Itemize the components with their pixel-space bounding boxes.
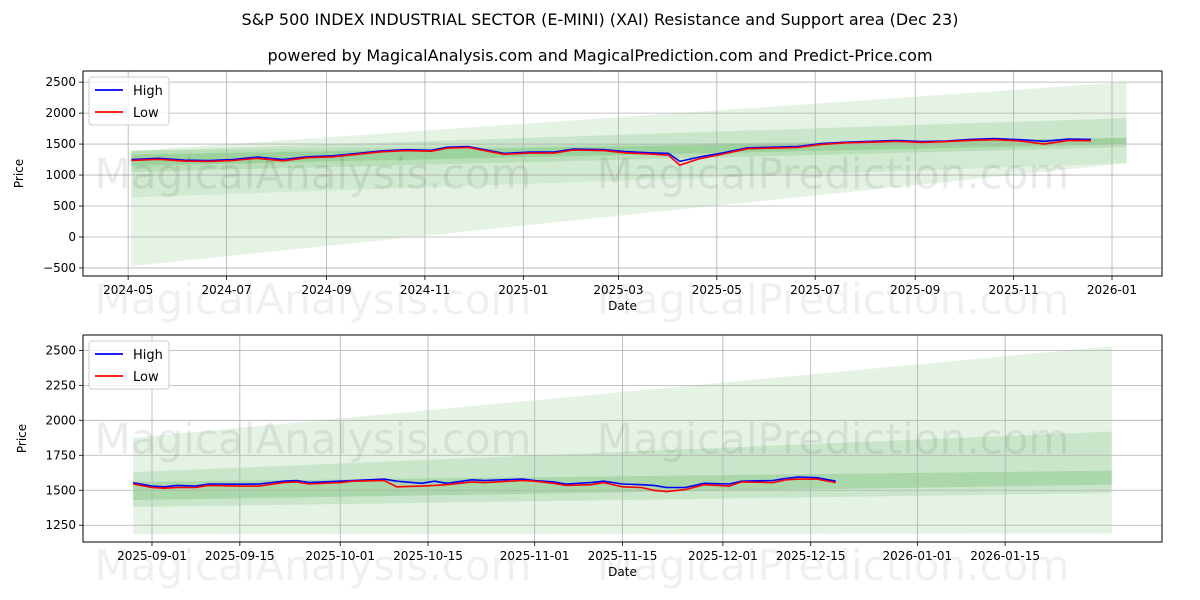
legend-label-high: High bbox=[133, 348, 163, 363]
series-line-high bbox=[133, 476, 836, 489]
legend-label-low: Low bbox=[133, 370, 159, 385]
bottom-watermark: MagicalAnalysis.com MagicalPrediction.com bbox=[95, 275, 1070, 324]
x-tick-label: 2025-12-01 bbox=[688, 549, 758, 563]
y-axis-label: Price bbox=[15, 424, 29, 453]
x-tick-label: 2025-05 bbox=[692, 283, 742, 297]
x-tick-label: 2025-07 bbox=[790, 283, 840, 297]
x-tick-label: 2025-10-01 bbox=[305, 549, 375, 563]
chart-1: 2024-05 2024-07 2024-09 2024-11 2025-01 2025-… bbox=[12, 70, 1163, 324]
legend-box bbox=[88, 76, 170, 126]
y-tick-label: 2500 bbox=[45, 75, 76, 89]
x-tick-label: 2024-11 bbox=[400, 283, 450, 297]
y-tick-label: 1750 bbox=[45, 448, 76, 462]
y-tick-label: 1000 bbox=[45, 168, 76, 182]
x-tick-label: 2025-01 bbox=[498, 283, 548, 297]
x-tick-label: 2025-11 bbox=[989, 283, 1039, 297]
x-tick-label: 2024-07 bbox=[201, 283, 251, 297]
y-tick-label: 2500 bbox=[45, 343, 76, 357]
x-tick-label: 2025-11-15 bbox=[588, 549, 658, 563]
series-line-low bbox=[131, 138, 1092, 166]
y-axis-label: Price bbox=[12, 159, 26, 188]
chart-title: S&P 500 INDEX INDUSTRIAL SECTOR (E-MINI)… bbox=[241, 10, 959, 29]
x-axis-label: Date bbox=[608, 299, 637, 313]
legend-label-high: High bbox=[133, 84, 163, 99]
x-tick-label: 2026-01-01 bbox=[882, 549, 952, 563]
chart-2: 2025-09-01 2025-09-15 2025-10-01 2025-10-15… bbox=[15, 334, 1163, 590]
legend: High Low bbox=[88, 76, 170, 126]
series-line-low bbox=[133, 478, 836, 493]
y-tick-label: 1250 bbox=[45, 518, 76, 532]
support-resistance-band bbox=[131, 82, 1127, 267]
y-tick-label: 1500 bbox=[45, 483, 76, 497]
y-tick-label: 0 bbox=[68, 230, 76, 244]
y-tick-label: 2000 bbox=[45, 413, 76, 427]
y-tick-label: 2000 bbox=[45, 106, 76, 120]
support-resistance-band bbox=[131, 137, 1127, 198]
series-line-high bbox=[131, 137, 1092, 163]
chart-subtitle: powered by MagicalAnalysis.com and Magic… bbox=[267, 46, 933, 65]
y-tick-label: 1500 bbox=[45, 137, 76, 151]
x-tick-label: 2025-12-15 bbox=[776, 549, 846, 563]
x-tick-label: 2024-05 bbox=[103, 283, 153, 297]
watermark-text: MagicalPrediction.com bbox=[597, 150, 1070, 199]
x-tick-label: 2025-09-15 bbox=[205, 549, 275, 563]
x-tick-label: 2025-11-01 bbox=[500, 549, 570, 563]
x-tick-label: 2025-09 bbox=[890, 283, 940, 297]
legend-box bbox=[88, 340, 170, 390]
watermark-text: MagicalAnalysis.com bbox=[95, 275, 532, 324]
watermark-text: MagicalPrediction.com bbox=[597, 541, 1070, 590]
bottom-watermark: MagicalAnalysis.com MagicalPrediction.com bbox=[95, 541, 1070, 590]
watermark-text: MagicalAnalysis.com bbox=[95, 415, 532, 464]
x-tick-label: 2026-01 bbox=[1087, 283, 1137, 297]
x-axis-label: Date bbox=[608, 565, 637, 579]
x-tick-label: 2024-09 bbox=[301, 283, 351, 297]
watermark-text: MagicalPrediction.com bbox=[597, 275, 1070, 324]
x-tick-label: 2026-01-15 bbox=[970, 549, 1040, 563]
axes-frame bbox=[82, 70, 1163, 277]
y-tick-label: 2250 bbox=[45, 378, 76, 392]
watermark-text: MagicalPrediction.com bbox=[597, 415, 1070, 464]
y-tick-label: −500 bbox=[43, 261, 76, 275]
x-tick-label: 2025-03 bbox=[593, 283, 643, 297]
watermark-text: MagicalAnalysis.com bbox=[95, 541, 532, 590]
x-tick-label: 2025-09-01 bbox=[117, 549, 187, 563]
support-resistance-band bbox=[131, 118, 1127, 172]
y-tick-label: 500 bbox=[53, 199, 76, 213]
legend-label-low: Low bbox=[133, 106, 159, 121]
legend: High Low bbox=[88, 340, 170, 390]
axes-frame bbox=[82, 334, 1163, 543]
x-tick-label: 2025-10-15 bbox=[393, 549, 463, 563]
